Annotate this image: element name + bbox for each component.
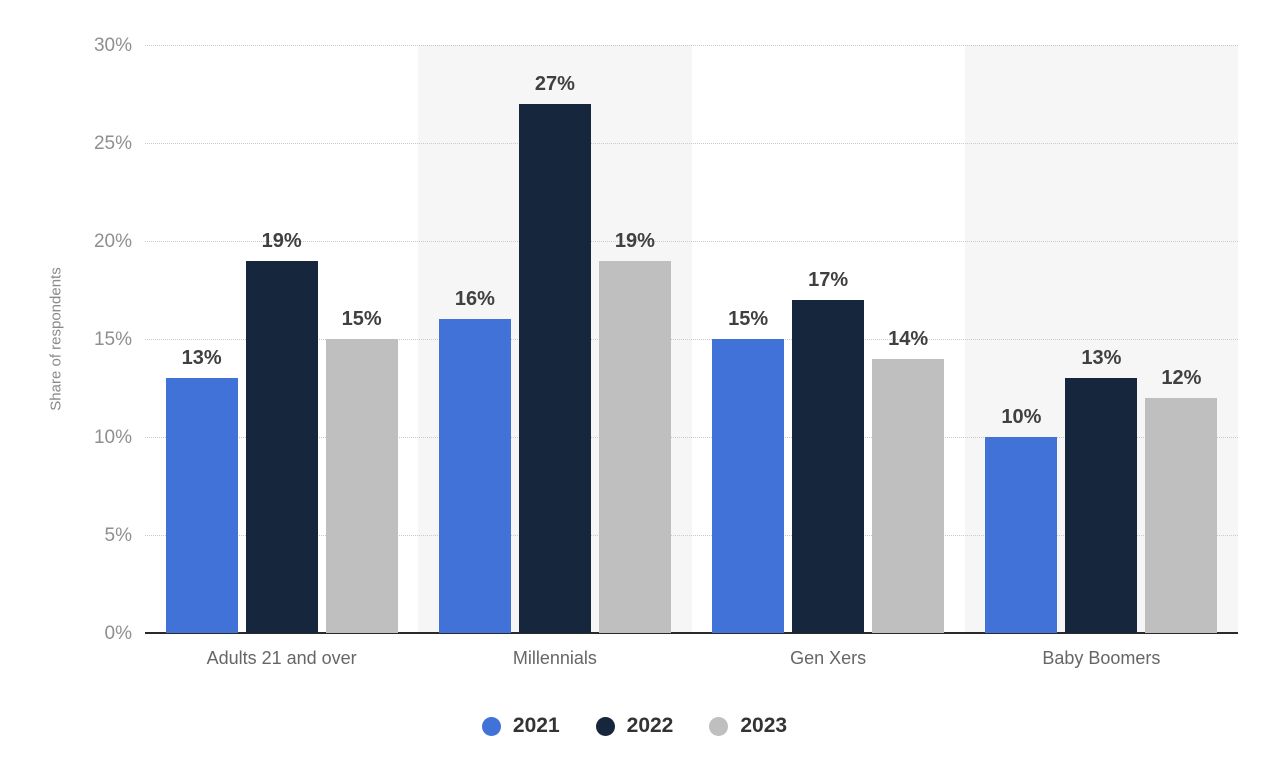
legend-label: 2022 bbox=[626, 714, 674, 737]
gridline bbox=[145, 437, 1238, 438]
x-category-label: Millennials bbox=[512, 648, 597, 668]
gridline bbox=[145, 339, 1238, 340]
y-tick-label: 25% bbox=[93, 133, 132, 154]
bar-value-label: 15% bbox=[728, 308, 769, 330]
bar-value-label: 13% bbox=[181, 347, 222, 370]
legend-item-2021[interactable]: 2021 bbox=[481, 714, 560, 738]
gridline bbox=[145, 45, 1238, 46]
x-category-label: Gen Xers bbox=[790, 648, 867, 668]
bar-2021-adults-21-and-over[interactable] bbox=[165, 378, 238, 633]
y-tick-label: 20% bbox=[93, 231, 132, 252]
bar-2021-millennials[interactable] bbox=[438, 319, 511, 633]
bar-value-label: 17% bbox=[808, 268, 849, 291]
gridline bbox=[145, 241, 1238, 242]
y-tick-label: 0% bbox=[104, 623, 132, 644]
x-category-label: Baby Boomers bbox=[1042, 648, 1161, 668]
legend-marker-icon bbox=[709, 716, 729, 736]
bar-2021-baby-boomers[interactable] bbox=[985, 437, 1058, 633]
bar-2022-baby-boomers[interactable] bbox=[1065, 378, 1138, 633]
bar-value-label: 10% bbox=[1001, 406, 1042, 428]
bar-2023-millennials[interactable] bbox=[598, 260, 671, 633]
y-tick-label: 30% bbox=[93, 35, 132, 56]
plot-area: 13% 19% 15% 16% 27% 19% 15% 17% 14% 10% 13% 12% bbox=[145, 45, 1238, 634]
legend: 2021 2022 2023 bbox=[0, 714, 1269, 738]
legend-marker-icon bbox=[481, 716, 501, 736]
x-category-label: Adults 21 and over bbox=[206, 648, 357, 668]
bar-value-label: 15% bbox=[341, 308, 382, 330]
y-tick-label: 15% bbox=[93, 329, 132, 350]
bar-value-label: 19% bbox=[261, 229, 302, 252]
bar-2023-baby-boomers[interactable] bbox=[1145, 397, 1218, 633]
y-tick-label: 5% bbox=[104, 525, 132, 546]
legend-item-2022[interactable]: 2022 bbox=[595, 714, 674, 738]
legend-label: 2023 bbox=[740, 714, 788, 737]
bar-value-label: 13% bbox=[1081, 347, 1122, 370]
bar-value-label: 14% bbox=[888, 327, 929, 350]
bar-value-label: 19% bbox=[614, 229, 655, 252]
legend-label: 2021 bbox=[512, 714, 560, 737]
bar-value-label: 16% bbox=[454, 288, 495, 311]
bar-2022-adults-21-and-over[interactable] bbox=[245, 260, 318, 633]
gridline bbox=[145, 535, 1238, 536]
bar-2023-gen-xers[interactable] bbox=[872, 358, 945, 633]
bar-2022-gen-xers[interactable] bbox=[792, 299, 865, 633]
bar-value-label: 27% bbox=[534, 72, 575, 95]
legend-marker-icon bbox=[595, 716, 615, 736]
legend-item-2023[interactable]: 2023 bbox=[709, 714, 787, 738]
bar-value-label: 12% bbox=[1161, 366, 1202, 389]
gridline bbox=[145, 143, 1238, 144]
x-axis-line bbox=[145, 632, 1238, 634]
bar-2021-gen-xers[interactable] bbox=[712, 339, 785, 633]
bar-2022-millennials[interactable] bbox=[518, 103, 591, 633]
y-tick-label: 10% bbox=[93, 427, 132, 448]
bar-2023-adults-21-and-over[interactable] bbox=[325, 339, 398, 633]
